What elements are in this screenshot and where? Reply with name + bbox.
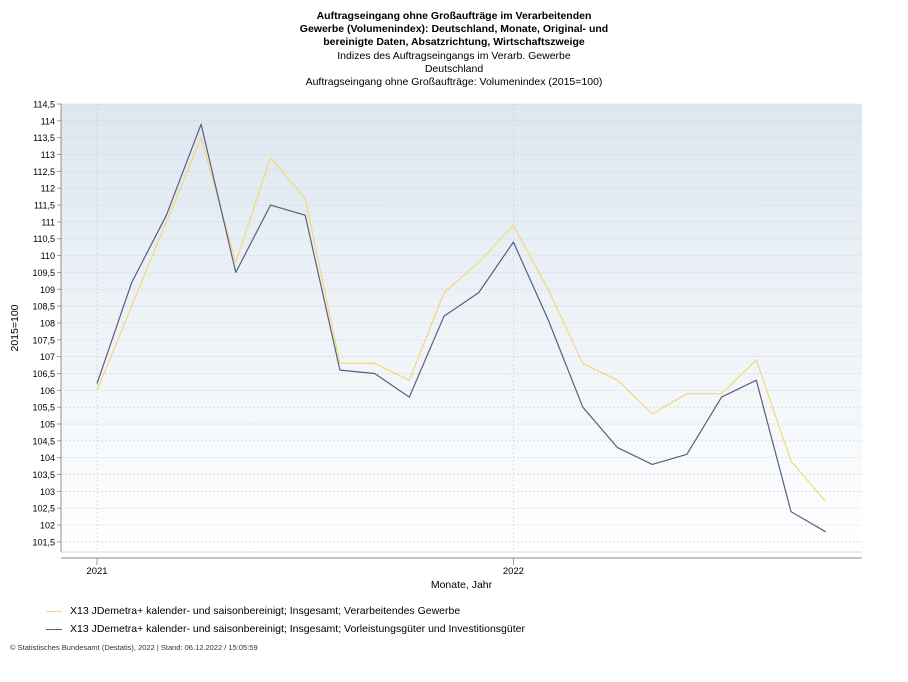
y-tick-label: 113,5	[33, 133, 55, 143]
y-tick-label: 107	[40, 352, 55, 362]
legend-item-verarbeitendes-gewerbe[interactable]: X13 JDemetra+ kalender- und saisonberein…	[46, 602, 525, 620]
y-tick-label: 104	[40, 453, 55, 463]
y-tick-label: 106	[40, 386, 55, 396]
y-tick-label: 108,5	[32, 302, 55, 312]
y-tick-label: 110,5	[33, 234, 55, 244]
y-tick-label: 106,5	[32, 369, 55, 379]
y-tick-label: 109	[40, 285, 55, 295]
y-axis-label: 2015=100	[9, 304, 21, 351]
y-tick-label: 114,5	[33, 100, 55, 110]
axes: 101,5 102 102,5 103 103,5 104 104,5 105 105,5 106…	[32, 100, 862, 577]
legend-swatch-navy	[46, 628, 62, 630]
chart-title-line-3: bereinigte Daten, Absatzrichtung, Wirtsc…	[323, 36, 585, 48]
y-tick-label: 111,5	[34, 201, 55, 211]
y-tick-label: 109,5	[32, 268, 55, 278]
y-tick-label: 103	[40, 487, 55, 497]
x-tick-label: 2021	[86, 566, 107, 577]
y-tick-label: 114	[41, 116, 55, 126]
y-tick-label: 102,5	[32, 504, 55, 514]
grid-lines	[61, 103, 862, 552]
chart-header: Auftragseingang ohne Großaufträge im Ver…	[0, 10, 908, 89]
legend-item-vorleistungsgueter[interactable]: X13 JDemetra+ kalender- und saisonberein…	[46, 620, 525, 638]
y-tick-label: 104,5	[32, 436, 55, 446]
copyright-footer: © Statistisches Bundesamt (Destatis), 20…	[10, 643, 258, 652]
x-axis-label: Monate, Jahr	[431, 579, 493, 591]
series-lines	[96, 123, 827, 533]
y-tick-label: 113	[41, 150, 55, 160]
y-tick-label: 110	[41, 251, 55, 261]
y-tick-label: 103,5	[32, 470, 55, 480]
chart-subtitle-line-2: Deutschland	[424, 63, 484, 75]
x-tick-label: 2022	[503, 566, 524, 577]
y-tick-label: 102	[40, 521, 55, 531]
chart-subtitle-line-3: Auftragseingang ohne Großaufträge: Volum…	[305, 76, 603, 88]
legend-label: X13 JDemetra+ kalender- und saisonberein…	[70, 623, 525, 635]
chart-subtitle-line-1: Indizes des Auftragseingangs im Verarb. …	[337, 50, 571, 62]
legend-swatch-yellow	[46, 610, 62, 612]
y-tick-label: 105,5	[32, 403, 55, 413]
legend-label: X13 JDemetra+ kalender- und saisonberein…	[70, 605, 461, 617]
series-line-2[interactable]	[96, 123, 827, 533]
y-tick-label: 105	[40, 420, 55, 430]
chart-title-line-2: Gewerbe (Volumenindex): Deutschland, Mon…	[299, 23, 609, 35]
legend: X13 JDemetra+ kalender- und saisonberein…	[46, 602, 525, 638]
y-tick-label: 112	[41, 184, 55, 194]
plot-area	[61, 104, 862, 552]
axis-labels: 2015=100 Monate, Jahr	[9, 304, 493, 591]
line-chart: 101,5 102 102,5 103 103,5 104 104,5 105 105,5 106…	[9, 100, 862, 591]
y-tick-label: 107,5	[32, 335, 55, 345]
y-tick-label: 112,5	[33, 167, 55, 177]
chart-title-line-1: Auftragseingang ohne Großaufträge im Ver…	[316, 10, 592, 22]
y-tick-label: 111	[41, 217, 55, 227]
y-tick-label: 101,5	[32, 537, 55, 547]
y-tick-label: 108	[40, 318, 55, 328]
